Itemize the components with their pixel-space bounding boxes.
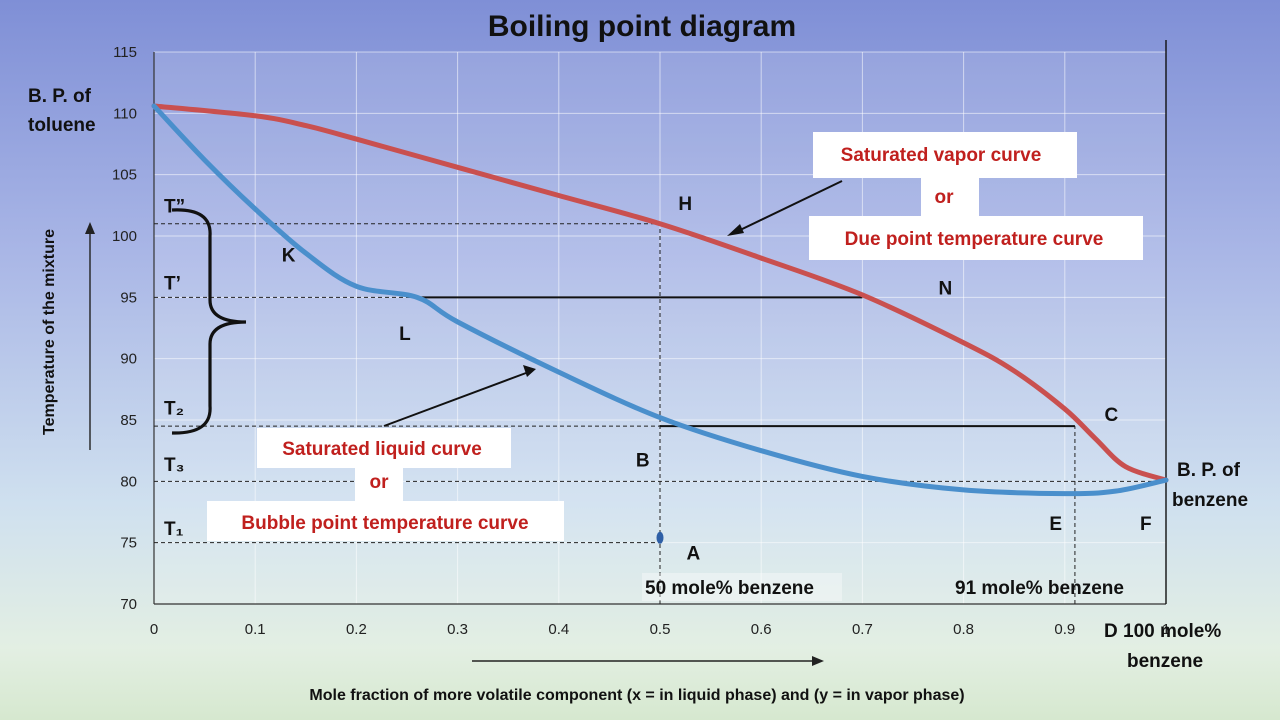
liquid-curve-callout: Saturated liquid curve or Bubble point t… xyxy=(207,428,564,541)
liquid-curve-label-or: or xyxy=(370,472,390,493)
point-label-K: K xyxy=(282,245,296,266)
x-tick-label: 0.1 xyxy=(245,621,266,638)
x-axis-label: Mole fraction of more volatile component… xyxy=(309,687,964,704)
bp-toluene-line1: B. P. of xyxy=(28,86,92,107)
x-tick-label: 0.6 xyxy=(751,621,772,638)
liquid-curve-label-line1: Saturated liquid curve xyxy=(282,439,482,460)
point-label-F: F xyxy=(1140,514,1152,535)
y-axis-label: Temperature of the mixture xyxy=(41,229,58,435)
point-labels: H K L N B C E F A T” T’ T₂ T₃ T₁ xyxy=(164,194,1152,565)
temperature-label: T₁ xyxy=(164,519,184,540)
vapor-curve-label-or: or xyxy=(935,187,955,208)
d100-line2: benzene xyxy=(1127,651,1203,672)
liquid-curve-label-line2: Bubble point temperature curve xyxy=(241,513,528,534)
x-tick-label: 0.2 xyxy=(346,621,367,638)
vapor-curve-label-line2: Due point temperature curve xyxy=(845,229,1104,250)
tick-labels: 0 0.1 0.2 0.3 0.4 0.5 0.6 0.7 0.8 0.9 1 70 75 80 85 90 9… xyxy=(112,44,1170,638)
vapor-curve xyxy=(151,103,1169,483)
bp-toluene-line2: toluene xyxy=(28,115,96,136)
mole50-label: 50 mole% benzene xyxy=(645,578,814,599)
x-tick-label: 0.7 xyxy=(852,621,873,638)
y-tick-label: 105 xyxy=(112,167,137,184)
x-tick-label: 0.3 xyxy=(447,621,468,638)
y-tick-label: 100 xyxy=(112,228,137,245)
liquid-curve xyxy=(151,103,1169,497)
y-tick-label: 70 xyxy=(120,596,137,613)
point-label-H: H xyxy=(678,194,692,215)
vapor-curve-label-line1: Saturated vapor curve xyxy=(841,145,1042,166)
x-tick-label: 0.5 xyxy=(650,621,671,638)
bp-benzene-line1: B. P. of xyxy=(1177,460,1241,481)
liquid-arrow-icon xyxy=(383,365,536,427)
vapor-curve-callout: Saturated vapor curve or Due point tempe… xyxy=(809,132,1143,260)
point-a-marker xyxy=(656,531,664,544)
d100-line1: D 100 mole% xyxy=(1104,621,1221,642)
chart-title: Boiling point diagram xyxy=(488,10,796,43)
x-tick-label: 0.4 xyxy=(548,621,569,638)
point-label-N: N xyxy=(939,279,953,300)
y-tick-label: 85 xyxy=(120,412,137,429)
mole91-label: 91 mole% benzene xyxy=(955,578,1124,599)
x-tick-label: 1 xyxy=(1162,621,1170,638)
vapor-arrow-icon xyxy=(727,180,843,236)
temperature-label: T” xyxy=(164,196,185,217)
y-tick-label: 90 xyxy=(120,351,137,368)
y-tick-label: 75 xyxy=(120,535,137,552)
temperature-label: T₃ xyxy=(164,455,184,476)
y-tick-label: 95 xyxy=(120,289,137,306)
y-tick-label: 115 xyxy=(113,44,137,61)
y-axis-arrow-icon xyxy=(85,222,95,450)
point-label-L: L xyxy=(399,324,411,345)
point-label-E: E xyxy=(1049,514,1062,535)
point-label-B: B xyxy=(636,450,650,471)
temperature-label: T₂ xyxy=(164,399,184,420)
tie-lines xyxy=(417,296,1075,428)
bp-benzene-line2: benzene xyxy=(1172,490,1248,511)
y-tick-label: 80 xyxy=(120,473,137,490)
x-tick-label: 0.8 xyxy=(953,621,974,638)
point-label-C: C xyxy=(1104,405,1118,426)
x-axis-arrow-icon xyxy=(472,656,824,666)
x-tick-label: 0 xyxy=(150,621,158,638)
curves xyxy=(151,103,1169,544)
x-tick-label: 0.9 xyxy=(1054,621,1075,638)
curly-brace-icon xyxy=(171,208,247,435)
y-tick-label: 110 xyxy=(113,105,137,122)
temperature-label: T’ xyxy=(164,274,181,295)
mole50-bg xyxy=(642,573,842,601)
point-label-A: A xyxy=(687,543,701,564)
